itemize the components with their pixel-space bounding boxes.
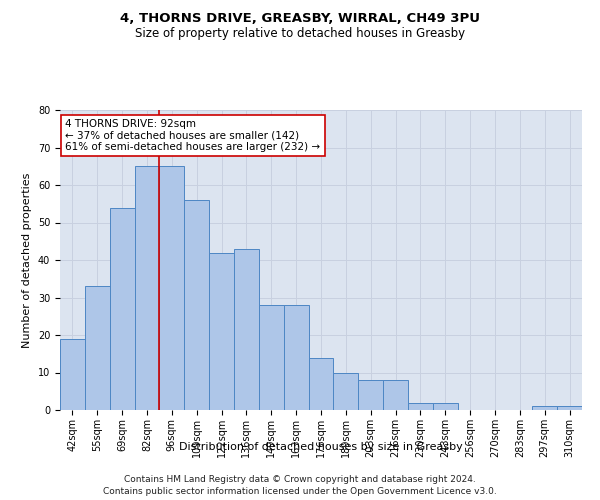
Text: 4 THORNS DRIVE: 92sqm
← 37% of detached houses are smaller (142)
61% of semi-det: 4 THORNS DRIVE: 92sqm ← 37% of detached … <box>65 119 320 152</box>
Text: Size of property relative to detached houses in Greasby: Size of property relative to detached ho… <box>135 28 465 40</box>
Text: Distribution of detached houses by size in Greasby: Distribution of detached houses by size … <box>179 442 463 452</box>
Bar <box>184 200 209 410</box>
Bar <box>60 339 85 410</box>
Bar <box>284 305 308 410</box>
Bar <box>209 252 234 410</box>
Text: Contains HM Land Registry data © Crown copyright and database right 2024.: Contains HM Land Registry data © Crown c… <box>124 476 476 484</box>
Bar <box>160 166 184 410</box>
Bar <box>557 406 582 410</box>
Bar <box>408 402 433 410</box>
Bar <box>433 402 458 410</box>
Y-axis label: Number of detached properties: Number of detached properties <box>22 172 32 348</box>
Bar <box>383 380 408 410</box>
Bar <box>334 372 358 410</box>
Bar <box>110 208 134 410</box>
Bar <box>259 305 284 410</box>
Bar <box>308 358 334 410</box>
Bar <box>85 286 110 410</box>
Bar <box>234 248 259 410</box>
Text: 4, THORNS DRIVE, GREASBY, WIRRAL, CH49 3PU: 4, THORNS DRIVE, GREASBY, WIRRAL, CH49 3… <box>120 12 480 26</box>
Bar <box>532 406 557 410</box>
Text: Contains public sector information licensed under the Open Government Licence v3: Contains public sector information licen… <box>103 486 497 496</box>
Bar <box>358 380 383 410</box>
Bar <box>134 166 160 410</box>
